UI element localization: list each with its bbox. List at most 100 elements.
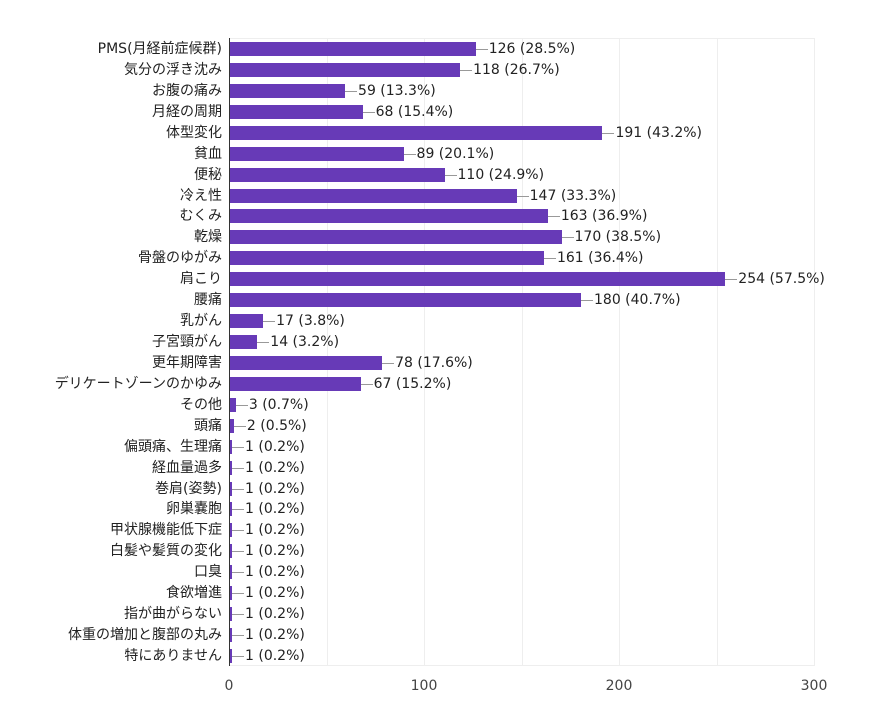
value-label: 1 (0.2%)	[245, 480, 305, 497]
bar-row: 卵巣嚢胞 1 (0.2%)	[0, 499, 884, 520]
bar	[230, 586, 232, 601]
bar	[230, 42, 476, 56]
bar	[230, 167, 445, 182]
value-label: 1 (0.2%)	[245, 438, 305, 455]
category-label: 肩こり	[180, 271, 222, 288]
label-leader-line	[475, 49, 488, 50]
value-label: 1 (0.2%)	[245, 585, 305, 602]
gridline	[814, 38, 815, 666]
label-leader-line	[232, 530, 244, 532]
bar-row: 乾燥 170 (38.5%)	[0, 227, 884, 248]
value-label: 17 (3.8%)	[276, 313, 345, 330]
bar	[230, 314, 264, 329]
value-label: 163 (36.9%)	[560, 208, 648, 225]
category-label: 巻肩(姿勢)	[155, 480, 222, 497]
category-label: 月経の周期	[152, 103, 222, 120]
category-label: むくみ	[179, 208, 222, 225]
value-label: 67 (15.2%)	[373, 375, 452, 392]
label-leader-line	[232, 593, 244, 595]
gridline	[424, 38, 425, 666]
label-leader-line	[232, 655, 244, 657]
bar-row: 便秘 110 (24.9%)	[0, 165, 884, 186]
bar	[230, 230, 562, 245]
category-label: 甲状腺機能低下症	[110, 522, 222, 539]
bar-row: PMS(月経前症候群) 126 (28.5%)	[0, 39, 884, 60]
x-tick: 100	[410, 678, 438, 694]
value-label: 14 (3.2%)	[270, 334, 340, 351]
value-label: 147 (33.3%)	[529, 187, 617, 204]
value-label: 118 (26.7%)	[473, 61, 560, 78]
category-label: 貧血	[194, 145, 222, 162]
value-label: 1 (0.2%)	[245, 522, 305, 539]
gridline	[326, 38, 328, 666]
bar-row: 骨盤のゆがみ 161 (36.4%)	[0, 248, 884, 269]
bar	[230, 481, 232, 496]
value-label: 180 (40.7%)	[594, 292, 681, 309]
category-label: 偏頭痛、生理痛	[124, 438, 222, 455]
bar-row: 白髪や髪質の変化 1 (0.2%)	[0, 541, 884, 562]
bar	[230, 376, 361, 391]
category-label: PMS(月経前症候群)	[97, 41, 222, 57]
bar-row: 特にありません 1 (0.2%)	[0, 646, 884, 667]
x-tick: 0	[224, 678, 234, 694]
category-label: 体型変化	[166, 124, 222, 141]
bar	[230, 209, 548, 224]
bar	[230, 460, 232, 475]
label-leader-line	[382, 362, 395, 364]
category-label: 便秘	[194, 166, 222, 183]
bar-row: 偏頭痛、生理痛 1 (0.2%)	[0, 437, 884, 458]
bar	[230, 188, 517, 203]
value-label: 78 (17.6%)	[395, 354, 473, 371]
bar-row: 指が曲がらない 1 (0.2%)	[0, 604, 884, 625]
bar-row: 巻肩(姿勢) 1 (0.2%)	[0, 479, 884, 500]
label-leader-line	[561, 237, 574, 239]
value-label: 68 (15.4%)	[375, 103, 454, 120]
label-leader-line	[547, 216, 560, 218]
category-label: 食欲増進	[166, 585, 222, 602]
label-leader-line	[543, 258, 556, 260]
bar-row: お腹の痛み 59 (13.3%)	[0, 81, 884, 102]
category-label: 乳がん	[180, 313, 222, 330]
bar-row: 冷え性 147 (33.3%)	[0, 186, 884, 207]
bar	[230, 565, 232, 580]
bar	[230, 146, 404, 161]
value-label: 1 (0.2%)	[245, 459, 305, 476]
category-label: 冷え性	[180, 187, 222, 204]
label-leader-line	[235, 404, 248, 406]
category-label: 更年期障害	[152, 354, 222, 371]
category-label: デリケートゾーンのかゆみ	[54, 375, 222, 392]
bar	[230, 62, 461, 77]
label-leader-line	[232, 614, 244, 616]
label-leader-line	[460, 69, 473, 71]
category-label: 特にありません	[124, 647, 222, 664]
value-label: 191 (43.2%)	[615, 124, 703, 141]
category-label: 頭痛	[194, 417, 222, 434]
label-leader-line	[232, 509, 244, 511]
x-tick: 200	[605, 678, 633, 694]
bar-row: デリケートゾーンのかゆみ 67 (15.2%)	[0, 374, 884, 395]
bar	[230, 397, 236, 412]
bar	[230, 648, 232, 663]
value-label: 2 (0.5%)	[246, 417, 307, 434]
bar	[230, 83, 346, 98]
category-label: 指が曲がらない	[124, 606, 222, 623]
label-leader-line	[232, 446, 244, 448]
category-label: 腰痛	[194, 292, 222, 309]
bar-row: 乳がん 17 (3.8%)	[0, 311, 884, 332]
value-label: 126 (28.5%)	[488, 41, 576, 57]
gridline	[619, 38, 620, 666]
bar	[230, 418, 234, 433]
value-label: 110 (24.9%)	[457, 166, 545, 183]
category-label: 気分の浮き沈み	[124, 61, 222, 78]
bar-row: 貧血 89 (20.1%)	[0, 144, 884, 165]
bar-row: 更年期障害 78 (17.6%)	[0, 353, 884, 374]
category-label: 口臭	[194, 564, 222, 581]
category-label: 乾燥	[194, 229, 222, 246]
bar	[230, 523, 232, 538]
label-leader-line	[444, 174, 457, 176]
bar-row: 体重の増加と腹部の丸み 1 (0.2%)	[0, 625, 884, 646]
bar	[230, 251, 544, 266]
value-label: 1 (0.2%)	[245, 606, 305, 623]
bar-row: 気分の浮き沈み 118 (26.7%)	[0, 60, 884, 81]
